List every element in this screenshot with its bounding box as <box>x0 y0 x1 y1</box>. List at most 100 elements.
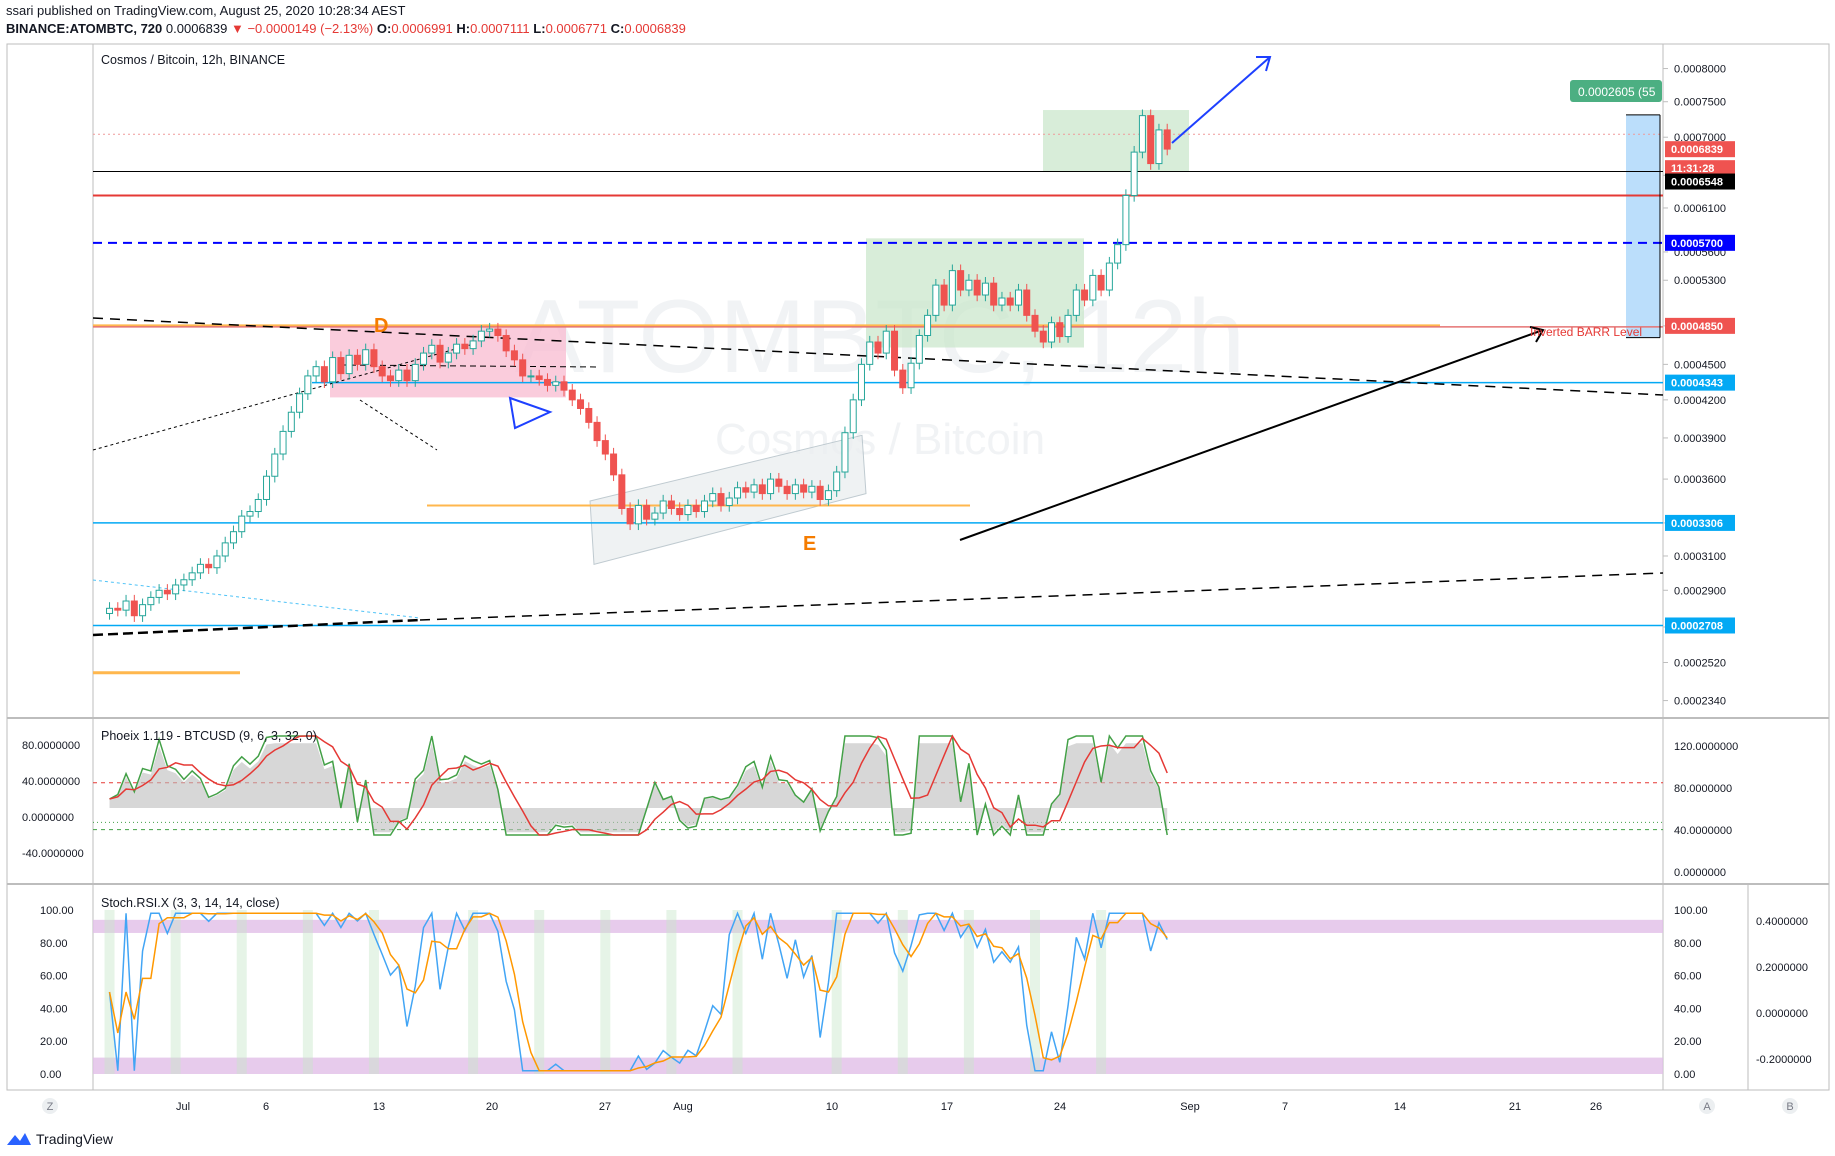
candle-body <box>420 352 428 365</box>
log-scale-button[interactable] <box>1782 1098 1798 1114</box>
tradingview-footer[interactable]: TradingView <box>6 1131 113 1147</box>
candle-body <box>791 484 799 495</box>
ascending-trendline <box>419 572 1664 621</box>
candle-body <box>461 343 469 350</box>
candle-body <box>634 504 642 525</box>
candle-body <box>469 340 477 350</box>
candle-body <box>816 485 824 500</box>
stoch-right-tick: 60.00 <box>1674 971 1702 983</box>
candle-body <box>1081 289 1089 301</box>
candle-body <box>411 363 419 382</box>
down-arrow-icon: ▼ <box>230 21 244 36</box>
time-axis-label: 27 <box>599 1101 611 1113</box>
phoeix-right-tick: 80.0000000 <box>1674 783 1732 795</box>
candle-body <box>106 607 114 614</box>
wedge-line-lower <box>359 399 438 451</box>
stoch-d-line <box>108 912 1168 1072</box>
stoch-outer-tick: 0.0000000 <box>1756 1008 1808 1020</box>
phoeix-left-tick: 0.0000000 <box>22 812 74 824</box>
measure-label-bg <box>1570 80 1662 102</box>
candle-body <box>1072 289 1080 316</box>
candle-body <box>849 399 857 434</box>
stoch-signal-column <box>600 910 611 1074</box>
stoch-signal-column <box>302 910 313 1074</box>
candle-body <box>1006 297 1014 306</box>
price-tag-bg <box>1665 374 1735 391</box>
target-arrow-line <box>1171 56 1271 144</box>
projection-arrow-line <box>959 329 1544 541</box>
candle-body <box>535 375 543 380</box>
time-axis-label: Sep <box>1180 1101 1200 1113</box>
low-value: 0.0006771 <box>545 21 608 36</box>
candle-body <box>1064 314 1072 338</box>
projection-arrow-head <box>1529 326 1545 343</box>
candle-body <box>345 354 353 375</box>
candle-body <box>221 542 229 557</box>
candle-body <box>444 352 452 363</box>
price-tick-label: 0.0002340 <box>1674 696 1726 708</box>
stoch-signal-column <box>534 910 545 1074</box>
time-axis-label: 6 <box>263 1101 269 1113</box>
open-value: 0.0006991 <box>391 21 453 36</box>
candle-body <box>453 343 461 354</box>
candle-body <box>965 279 973 291</box>
watermark-name: Cosmos / Bitcoin <box>715 415 1045 464</box>
candle-body <box>428 344 436 354</box>
phoeix-red-line <box>109 734 1168 836</box>
candle-body <box>494 328 502 336</box>
phoeix-histogram-area <box>109 743 1168 833</box>
price-change: −0.0000149 (−2.13%) <box>247 21 374 36</box>
log-scale-button-label: B <box>1786 1101 1793 1113</box>
target-arrow-head <box>1256 56 1272 72</box>
price-tag-label: 0.0005700 <box>1671 238 1723 250</box>
candle-body <box>700 500 708 513</box>
candle-body <box>403 369 411 382</box>
axes: 0.00080000.00075000.00070000.00065000.00… <box>22 64 1812 1113</box>
stoch-pane <box>93 910 1663 1074</box>
stoch-oversold-band <box>93 1057 1663 1074</box>
candle-body <box>593 421 601 442</box>
candle-body <box>758 484 766 495</box>
candle-body <box>370 349 378 368</box>
price-tick-label: 0.0005300 <box>1674 275 1726 287</box>
candle-body <box>155 589 163 598</box>
candle-body <box>213 555 221 569</box>
candle-body <box>279 430 287 455</box>
candle-body <box>436 344 444 363</box>
chart-frame <box>6 43 1830 1091</box>
candle-body <box>353 354 361 365</box>
price-tag-label: 0.0004850 <box>1671 321 1723 333</box>
candle-body <box>1130 151 1138 196</box>
price-tick-label: 0.0007500 <box>1674 97 1726 109</box>
candle-body <box>1048 322 1056 343</box>
candle-body <box>196 563 204 574</box>
price-tag-bg <box>1665 317 1735 334</box>
candle-body <box>1114 244 1122 264</box>
candle-body <box>924 314 932 336</box>
candle-body <box>337 357 345 375</box>
candle-body <box>800 484 808 493</box>
stoch-overbought-band <box>93 919 1663 933</box>
price-range-measure <box>1626 114 1660 338</box>
price-tick-label: 0.0006100 <box>1674 203 1726 215</box>
stoch-left-tick: 20.00 <box>40 1036 68 1048</box>
time-axis-label: 20 <box>486 1101 498 1113</box>
price-tag-label: 0.0002708 <box>1671 620 1723 632</box>
candle-body <box>775 478 783 487</box>
price-tick-label: 0.0004200 <box>1674 395 1726 407</box>
candle-body <box>1138 115 1146 153</box>
price-tag-label: 11:31:28 <box>1671 163 1714 175</box>
candle-body <box>618 474 626 509</box>
candle-body <box>1147 115 1155 165</box>
candle-body <box>577 399 585 409</box>
candle-body <box>139 604 147 617</box>
auto-scale-button[interactable] <box>1699 1098 1715 1114</box>
stoch-left-tick: 0.00 <box>40 1069 61 1081</box>
auto-scale-button-label: A <box>1703 1101 1711 1113</box>
candle-body <box>750 484 758 493</box>
candle-body <box>841 432 849 473</box>
candle-body <box>1014 289 1022 306</box>
time-axis-label: 14 <box>1394 1101 1406 1113</box>
time-axis-left-button[interactable] <box>42 1098 58 1114</box>
